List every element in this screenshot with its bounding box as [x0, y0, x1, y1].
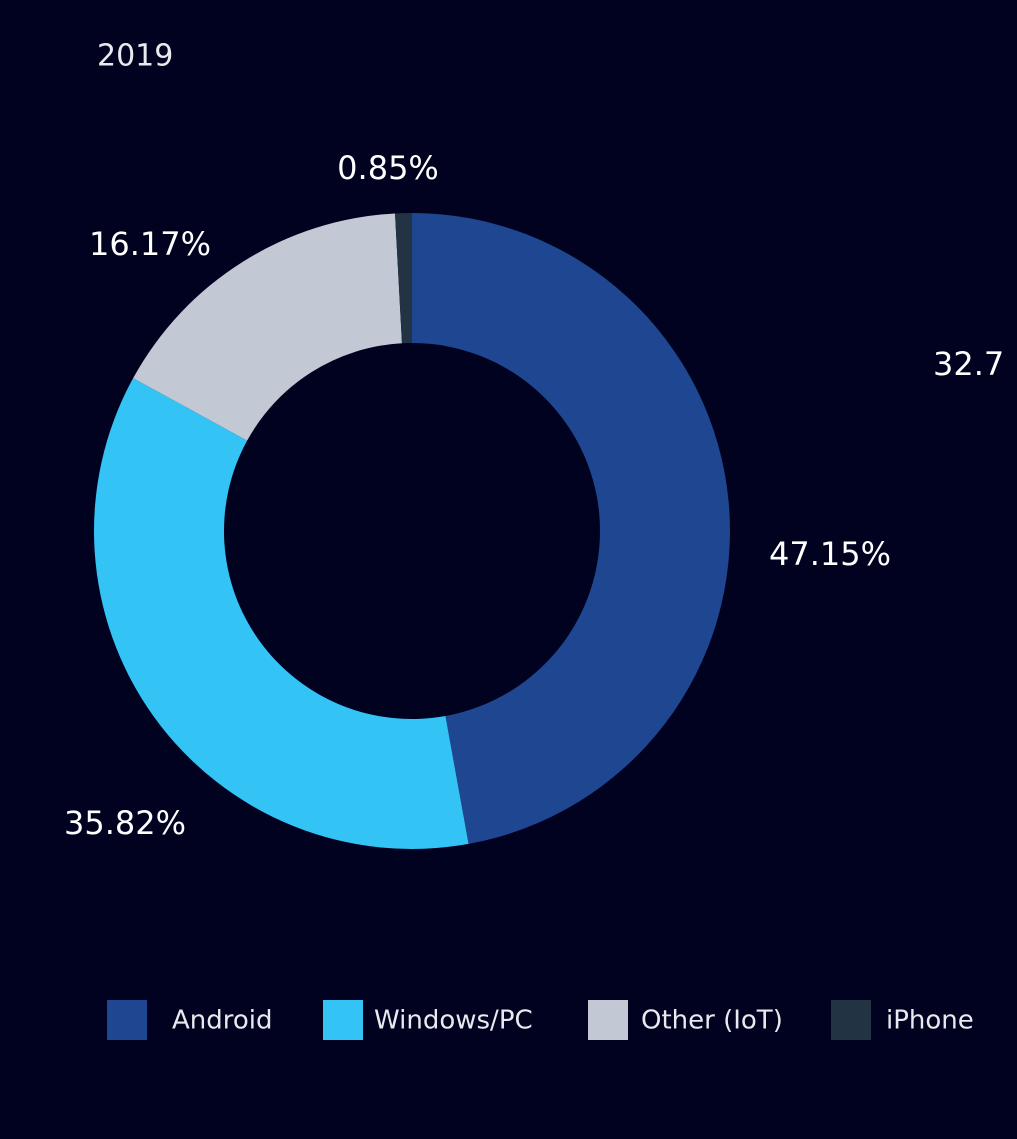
cropped-label: 32.7 [933, 345, 1004, 383]
legend-swatch [588, 1000, 628, 1040]
value-label: 35.82% [64, 804, 186, 842]
value-label: 16.17% [89, 225, 211, 263]
value-label: 47.15% [769, 535, 891, 573]
legend-label: Android [172, 1006, 273, 1036]
legend-label: Other (IoT) [641, 1006, 783, 1036]
value-label: 0.85% [337, 149, 439, 187]
legend-swatch [107, 1000, 147, 1040]
donut-slice [133, 213, 402, 441]
legend-label: Windows/PC [374, 1006, 533, 1036]
legend-label: iPhone [886, 1006, 974, 1036]
donut-slice [412, 213, 731, 844]
chart-title: 2019 [97, 39, 173, 74]
legend-swatch [323, 1000, 363, 1040]
donut-slice [93, 378, 469, 849]
donut-slice [395, 213, 412, 344]
legend-swatch [831, 1000, 871, 1040]
